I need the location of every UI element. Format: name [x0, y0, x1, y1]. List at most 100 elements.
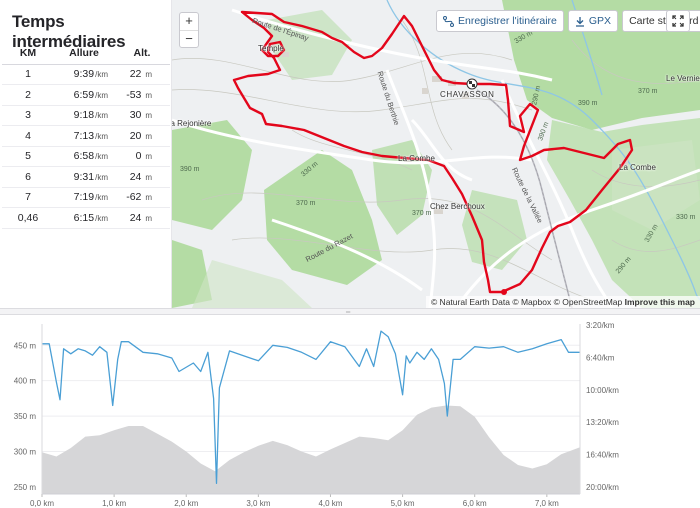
- contour-label: 370 m: [296, 200, 316, 207]
- split-pace: 6:59/km: [54, 84, 114, 106]
- start-finish-marker[interactable]: [466, 78, 478, 90]
- pace-tick: 20:00/km: [586, 483, 619, 492]
- pace-tick: 10:00/km: [586, 386, 619, 395]
- split-row[interactable]: 0,46 6:15/km 24 m: [2, 207, 170, 229]
- col-km: KM: [2, 42, 54, 65]
- pace-tick: 13:20/km: [586, 418, 619, 427]
- route-map[interactable]: Temple CHAVASSON La Rejonière La Combe L…: [172, 0, 700, 308]
- split-alt: -62 m: [114, 187, 170, 208]
- zoom-out-button[interactable]: −: [180, 30, 198, 47]
- pace-tick: 16:40/km: [586, 451, 619, 460]
- distance-tick: 2,0 km: [174, 499, 198, 508]
- split-alt: 20 m: [114, 125, 170, 147]
- grip-icon: ═: [346, 310, 350, 316]
- split-km: 3: [2, 105, 54, 126]
- save-route-button[interactable]: Enregistrer l'itinéraire: [436, 10, 564, 32]
- activity-route[interactable]: [232, 10, 634, 294]
- split-alt: 24 m: [114, 166, 170, 188]
- download-icon: [575, 16, 584, 27]
- splits-title: Temps intermédiaires: [12, 12, 126, 51]
- pace-line: [42, 330, 580, 485]
- fullscreen-button[interactable]: [666, 10, 690, 32]
- contour-label: 390 m: [180, 166, 200, 173]
- improve-map-link[interactable]: Improve this map: [624, 297, 695, 307]
- elevation-tick: 400 m: [14, 377, 37, 386]
- split-row[interactable]: 4 7:13/km 20 m: [2, 125, 170, 147]
- split-row[interactable]: 5 6:58/km 0 m: [2, 146, 170, 167]
- panel-resize-handle[interactable]: ═: [0, 308, 700, 316]
- col-pace: Allure: [54, 42, 114, 65]
- split-km: 1: [2, 64, 54, 85]
- route-icon: [443, 15, 454, 27]
- attrib-mapbox[interactable]: © Mapbox: [512, 297, 552, 307]
- elevation-tick: 250 m: [14, 483, 37, 492]
- elevation-tick: 300 m: [14, 448, 37, 457]
- label-rejoniere: La Rejonière: [172, 119, 212, 128]
- col-alt: Alt.: [114, 42, 170, 65]
- split-alt: 0 m: [114, 146, 170, 167]
- contour-lines: [172, 19, 700, 301]
- split-row[interactable]: 6 9:31/km 24 m: [2, 166, 170, 188]
- distance-tick: 1,0 km: [102, 499, 126, 508]
- elevation-tick: 450 m: [14, 341, 37, 350]
- split-km: 6: [2, 166, 54, 188]
- gpx-button[interactable]: GPX: [567, 10, 619, 32]
- split-km: 5: [2, 146, 54, 167]
- zoom-control: + −: [179, 12, 199, 48]
- split-row[interactable]: 3 9:18/km 30 m: [2, 105, 170, 126]
- elevation-axis: 450 m 400 m 350 m 300 m 250 m: [14, 341, 37, 492]
- river: [386, 0, 700, 301]
- map-attribution: © Natural Earth Data © Mapbox © OpenStre…: [425, 296, 700, 308]
- attrib-natural-earth[interactable]: © Natural Earth Data: [430, 297, 510, 307]
- contour-label: 370 m: [412, 210, 432, 217]
- split-pace: 9:39/km: [54, 64, 114, 85]
- pace-tick: 3:20/km: [586, 321, 615, 330]
- roads: [172, 8, 700, 308]
- contour-label: 370 m: [638, 88, 658, 95]
- distance-tick: 6,0 km: [463, 499, 487, 508]
- pace-axis: 3:20/km 6:40/km 10:00/km 13:20/km 16:40/km 20…: [586, 321, 619, 492]
- distance-tick: 3,0 km: [246, 499, 270, 508]
- split-pace: 6:58/km: [54, 146, 114, 167]
- distance-tick: 4,0 km: [318, 499, 342, 508]
- distance-tick: 0,0 km: [30, 499, 54, 508]
- attrib-osm[interactable]: © OpenStreetMap: [553, 297, 623, 307]
- split-km: 7: [2, 187, 54, 208]
- split-km: 0,46: [2, 207, 54, 229]
- zoom-in-button[interactable]: +: [185, 13, 193, 28]
- contour-label: 390 m: [578, 100, 598, 107]
- distance-tick: 5,0 km: [391, 499, 415, 508]
- gpx-label: GPX: [588, 15, 612, 27]
- label-le-vernier: Le Vernier: [666, 74, 700, 83]
- label-la-combe-center: La Combe: [398, 154, 435, 163]
- pace-tick: 6:40/km: [586, 353, 615, 362]
- split-row[interactable]: 2 6:59/km -53 m: [2, 84, 170, 106]
- elevation-tick: 350 m: [14, 412, 37, 421]
- split-alt: 24 m: [114, 207, 170, 229]
- split-pace: 7:13/km: [54, 125, 114, 147]
- split-pace: 9:31/km: [54, 166, 114, 188]
- split-row[interactable]: 7 7:19/km -62 m: [2, 187, 170, 208]
- contour-label: 330 m: [676, 214, 696, 221]
- splits-panel: Temps intermédiaires KM Allure Alt. 1 9:3…: [0, 0, 172, 310]
- split-alt: 22 m: [114, 64, 170, 85]
- splits-header-row: KM Allure Alt.: [2, 42, 170, 65]
- split-km: 4: [2, 125, 54, 147]
- label-temple: Temple: [258, 44, 284, 53]
- split-alt: 30 m: [114, 105, 170, 126]
- splits-table: KM Allure Alt. 1 9:39/km 22 m 2 6:59/km -53 m…: [2, 42, 170, 229]
- splits-body: 1 9:39/km 22 m 2 6:59/km -53 m 3 9:18/km 30 m 4 7:…: [2, 64, 170, 229]
- map-canvas[interactable]: [172, 0, 700, 308]
- split-km: 2: [2, 84, 54, 106]
- save-route-label: Enregistrer l'itinéraire: [458, 15, 557, 27]
- label-chavasson: CHAVASSON: [440, 90, 495, 99]
- fullscreen-icon: [672, 15, 684, 27]
- split-row[interactable]: 1 9:39/km 22 m: [2, 64, 170, 85]
- route-end-dot: [501, 289, 507, 295]
- label-chez-berchoux: Chez Berchoux: [430, 202, 485, 211]
- map-toolbar: Enregistrer l'itinéraire GPX Carte stand…: [436, 10, 700, 32]
- elevation-pace-chart[interactable]: 450 m 400 m 350 m 300 m 250 m 3:20/km 6:40/km…: [0, 316, 700, 508]
- split-pace: 6:15/km: [54, 207, 114, 229]
- distance-tick: 7,0 km: [535, 499, 559, 508]
- split-alt: -53 m: [114, 84, 170, 106]
